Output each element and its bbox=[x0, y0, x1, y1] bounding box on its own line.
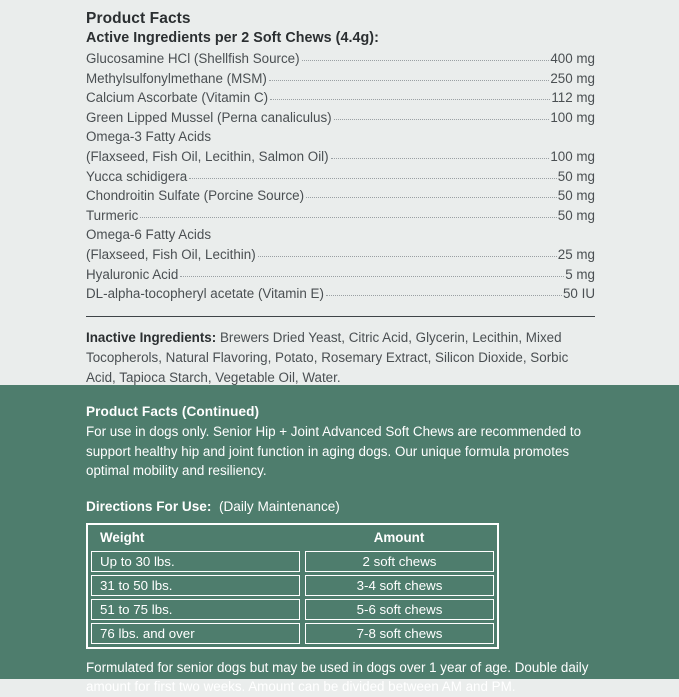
directions-note: (Daily Maintenance) bbox=[218, 498, 340, 514]
ingredient-amount: 50 IU bbox=[562, 286, 595, 302]
leader-dots bbox=[257, 255, 557, 257]
ingredient-row: Green Lipped Mussel (Perna canaliculus) 1… bbox=[86, 108, 595, 128]
ingredient-row: Omega-6 Fatty Acids bbox=[86, 225, 595, 245]
section-divider bbox=[86, 315, 595, 318]
leader-dots bbox=[330, 157, 550, 159]
leader-dots bbox=[333, 118, 550, 120]
amount-cell: 5-6 soft chews bbox=[305, 598, 494, 620]
ingredient-name: Omega-3 Fatty Acids bbox=[86, 129, 212, 145]
leader-dots bbox=[180, 275, 565, 277]
ingredient-amount: 50 mg bbox=[557, 207, 595, 223]
leader-dots bbox=[268, 79, 550, 81]
ingredient-amount: 100 mg bbox=[550, 148, 595, 164]
ingredient-name: (Flaxseed, Fish Oil, Lecithin) bbox=[86, 246, 256, 262]
ingredient-amount: 400 mg bbox=[550, 51, 595, 66]
ingredient-row: Glucosamine HCl (Shellfish Source) 400 mg bbox=[86, 49, 595, 69]
product-description: For use in dogs only. Senior Hip + Joint… bbox=[86, 424, 582, 478]
column-header-weight: Weight bbox=[100, 530, 145, 545]
ingredient-list: Glucosamine HCl (Shellfish Source) 400 mg… bbox=[86, 49, 595, 304]
column-header-amount: Amount bbox=[373, 530, 425, 545]
ingredient-row: Chondroitin Sulfate (Porcine Source) 50 m… bbox=[86, 186, 595, 206]
leader-dots bbox=[325, 295, 562, 297]
ingredient-row: (Flaxseed, Fish Oil, Lecithin, Salmon Oi… bbox=[86, 147, 595, 167]
ingredient-row: Omega-3 Fatty Acids bbox=[86, 127, 595, 147]
ingredient-name: Green Lipped Mussel (Perna canaliculus) bbox=[86, 109, 332, 125]
ingredient-amount: 50 mg bbox=[557, 168, 595, 184]
ingredient-amount: 5 mg bbox=[565, 266, 595, 282]
ingredient-name: Omega-6 Fatty Acids bbox=[86, 227, 212, 243]
ingredient-name: Yucca schidigera bbox=[86, 168, 188, 184]
ingredient-row: DL-alpha-tocopheryl acetate (Vitamin E) 5… bbox=[86, 284, 595, 304]
ingredient-name: Methylsulfonylmethane (MSM) bbox=[86, 70, 267, 86]
weight-cell: Up to 30 lbs. bbox=[91, 550, 300, 572]
leader-dots bbox=[270, 99, 551, 101]
ingredient-row: Yucca schidigera 50 mg bbox=[86, 167, 595, 187]
leader-dots bbox=[306, 197, 557, 199]
table-row: 51 to 75 lbs. 5-6 soft chews bbox=[88, 598, 497, 623]
table-row: Up to 30 lbs. 2 soft chews bbox=[88, 550, 497, 575]
leader-dots bbox=[189, 177, 557, 179]
weight-cell: 76 lbs. and over bbox=[91, 622, 300, 644]
page-title: Product Facts bbox=[86, 10, 191, 27]
ingredient-name: (Flaxseed, Fish Oil, Lecithin, Salmon Oi… bbox=[86, 148, 329, 164]
product-facts-label: Product Facts Active Ingredients per 2 S… bbox=[0, 10, 679, 694]
ingredient-name: DL-alpha-tocopheryl acetate (Vitamin E) bbox=[86, 286, 324, 302]
ingredient-amount: 25 mg bbox=[557, 246, 595, 262]
directions-heading: Directions For Use: (Daily Maintenance) bbox=[86, 497, 595, 517]
active-ingredients-panel: Product Facts Active Ingredients per 2 S… bbox=[86, 10, 595, 387]
ingredient-row: (Flaxseed, Fish Oil, Lecithin) 25 mg bbox=[86, 245, 595, 265]
ingredient-row: Turmeric 50 mg bbox=[86, 206, 595, 226]
inactive-ingredients-text: Brewers Dried Yeast, Citric Acid, Glycer… bbox=[86, 330, 569, 385]
ingredient-row: Calcium Ascorbate (Vitamin C) 112 mg bbox=[86, 88, 595, 108]
weight-cell: 31 to 50 lbs. bbox=[91, 574, 300, 596]
ingredient-amount: 112 mg bbox=[551, 90, 595, 106]
table-row: 31 to 50 lbs. 3-4 soft chews bbox=[88, 574, 497, 599]
amount-cell: 3-4 soft chews bbox=[305, 574, 494, 596]
usage-footnote: Formulated for senior dogs but may be us… bbox=[86, 659, 589, 695]
inactive-ingredients: Inactive Ingredients: Brewers Dried Yeas… bbox=[86, 328, 582, 387]
ingredient-name: Chondroitin Sulfate (Porcine Source) bbox=[86, 188, 305, 204]
ingredient-amount: 100 mg bbox=[550, 109, 595, 125]
inactive-ingredients-label: Inactive Ingredients: bbox=[86, 330, 217, 346]
ingredient-name: Turmeric bbox=[86, 207, 139, 223]
ingredient-name: Glucosamine HCl (Shellfish Source) bbox=[86, 51, 300, 66]
leader-dots bbox=[140, 216, 557, 218]
amount-cell: 2 soft chews bbox=[305, 550, 494, 572]
dosage-table-header: Weight Amount bbox=[88, 525, 497, 551]
active-ingredients-heading: Active Ingredients per 2 Soft Chews (4.4… bbox=[86, 30, 379, 46]
ingredient-name: Hyaluronic Acid bbox=[86, 266, 179, 282]
continued-heading: Product Facts (Continued) bbox=[86, 404, 260, 419]
dosage-table-body: Up to 30 lbs. 2 soft chews 31 to 50 lbs. 3-… bbox=[88, 550, 497, 647]
ingredient-amount: 50 mg bbox=[557, 188, 595, 204]
ingredient-row: Hyaluronic Acid 5 mg bbox=[86, 265, 595, 285]
ingredient-row: Methylsulfonylmethane (MSM) 250 mg bbox=[86, 69, 595, 89]
weight-cell: 51 to 75 lbs. bbox=[91, 598, 300, 620]
directions-panel: Product Facts (Continued) For use in dog… bbox=[0, 385, 679, 694]
ingredient-name: Calcium Ascorbate (Vitamin C) bbox=[86, 90, 269, 106]
amount-cell: 7-8 soft chews bbox=[305, 622, 494, 644]
leader-dots bbox=[301, 60, 550, 61]
table-row: 76 lbs. and over 7-8 soft chews bbox=[88, 622, 497, 647]
dosage-table: Weight Amount Up to 30 lbs. 2 soft chews 3… bbox=[86, 522, 499, 649]
directions-label: Directions For Use: bbox=[86, 498, 212, 514]
ingredient-amount: 250 mg bbox=[550, 70, 595, 86]
